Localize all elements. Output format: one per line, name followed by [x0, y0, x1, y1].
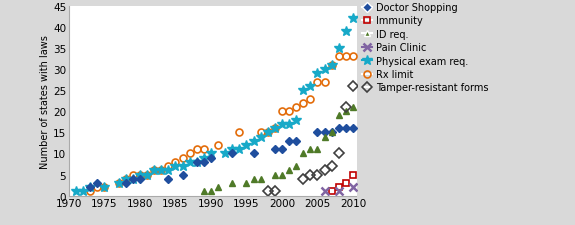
Y-axis label: Number of states with laws: Number of states with laws	[40, 35, 50, 168]
Legend: Doctor Shopping, Immunity, ID req., Pain Clinic, Physical exam req., Rx limit, T: Doctor Shopping, Immunity, ID req., Pain…	[362, 3, 488, 93]
